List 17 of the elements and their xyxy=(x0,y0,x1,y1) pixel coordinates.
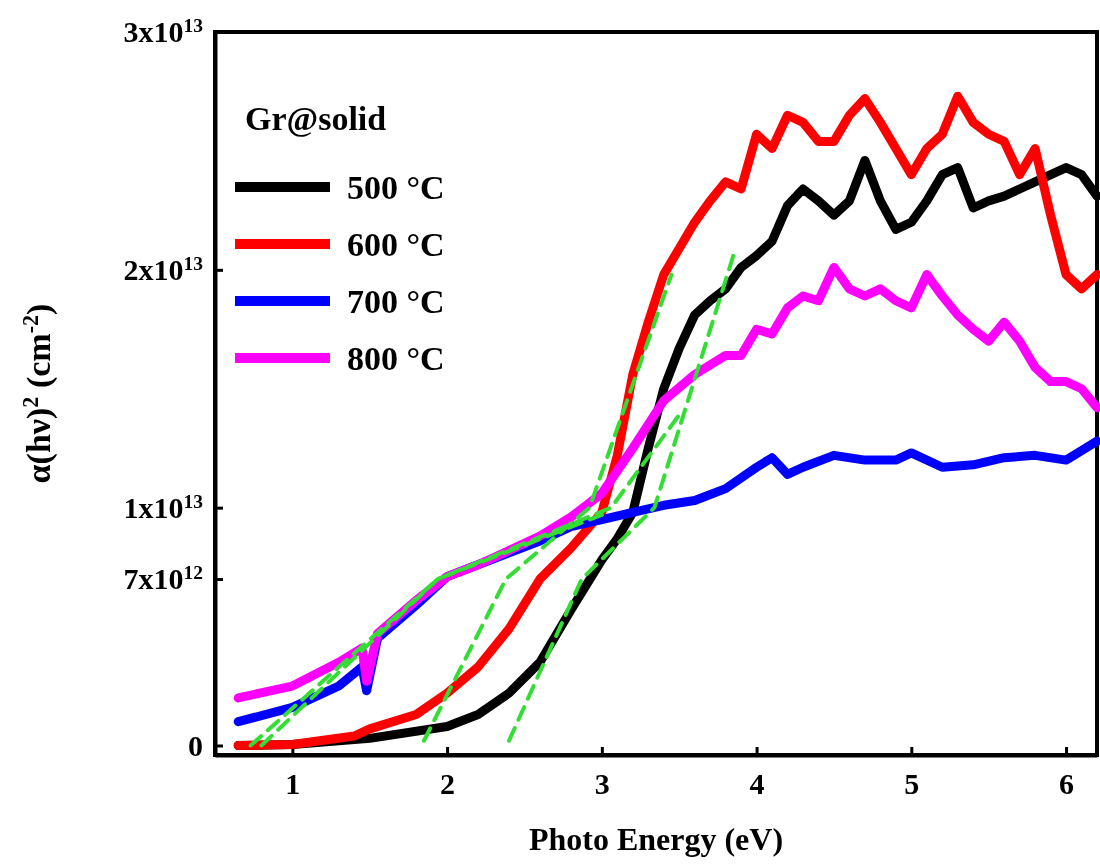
x-tick-label: 6 xyxy=(1059,767,1075,800)
x-tick-label: 3 xyxy=(594,767,610,800)
legend-label: 500 °C xyxy=(347,169,445,206)
legend-label: 700 °C xyxy=(347,283,445,320)
x-tick-label: 5 xyxy=(904,767,920,800)
legend-label: 600 °C xyxy=(347,226,445,263)
x-tick-label: 1 xyxy=(285,767,301,800)
x-tick-label: 4 xyxy=(749,767,765,800)
y-tick-label: 2x10$^{13}$ xyxy=(123,252,204,286)
x-tick-label: 2 xyxy=(440,767,456,800)
y-tick-label: 0 xyxy=(188,728,203,762)
legend-label: 800 °C xyxy=(347,340,445,377)
x-axis-title: Photo Energy (eV) xyxy=(528,821,784,857)
y-tick-label: 3x10$^{13}$ xyxy=(123,14,204,49)
y-tick-label: 1x10$^{13}$ xyxy=(123,490,204,524)
legend-title: Gr@solid xyxy=(245,100,387,137)
y-tick-label: 7x10$^{12}$ xyxy=(123,561,203,596)
